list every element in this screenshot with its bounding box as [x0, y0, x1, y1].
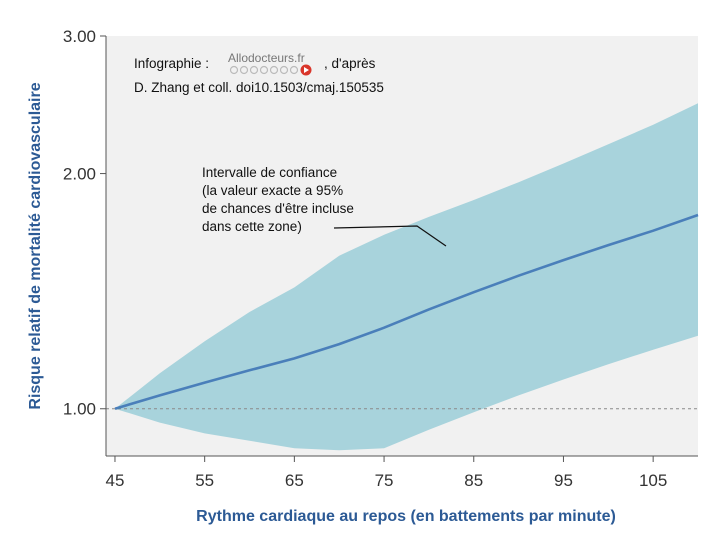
annotation-line-3: de chances d'être incluse — [202, 201, 354, 216]
annotation-line-2: (la valeur exacte a 95% — [202, 183, 343, 198]
x-tick-label: 105 — [639, 471, 667, 490]
credit-prefix: Infographie : — [134, 56, 209, 71]
x-axis-title: Rythme cardiaque au repos (en battements… — [196, 508, 616, 525]
series-line — [114, 213, 699, 410]
logo-dot — [249, 65, 259, 75]
allodocteurs-logo: Allodocteurs.fr — [228, 51, 312, 76]
logo-text: Allodocteurs.fr — [228, 51, 305, 65]
logo-dot — [279, 65, 289, 75]
logo-dot — [239, 65, 249, 75]
x-tick-label: 85 — [464, 471, 483, 490]
x-tick-label: 95 — [554, 471, 573, 490]
logo-dot — [269, 65, 279, 75]
annotation-line-4: dans cette zone) — [202, 219, 302, 234]
annotation-line-1: Intervalle de confiance — [202, 165, 337, 180]
credit-suffix: , d'après — [324, 56, 376, 71]
logo-dot — [259, 65, 269, 75]
series-line-layer — [114, 213, 699, 410]
y-axis-title: Risque relatif de mortalité cardiovascul… — [27, 82, 44, 409]
x-tick-label: 55 — [195, 471, 214, 490]
annotation-pointer — [333, 225, 447, 247]
annotation: Intervalle de confiance (la valeur exact… — [202, 165, 447, 247]
logo-play-triangle — [304, 67, 309, 73]
x-ticks: 45 55 65 75 85 95 105 — [106, 456, 667, 490]
credit: Infographie : Allodocteurs.fr , d'après … — [134, 51, 384, 95]
y-ticks: 1.00 2.00 3.00 — [63, 27, 106, 419]
y-tick-label: 2.00 — [63, 165, 96, 184]
credit-line2: D. Zhang et coll. doi10.1503/cmaj.150535 — [134, 80, 384, 95]
confidence-band — [115, 103, 698, 451]
logo-dot — [289, 65, 299, 75]
y-tick-label: 1.00 — [63, 400, 96, 419]
y-tick-label: 3.00 — [63, 27, 96, 46]
x-tick-label: 65 — [285, 471, 304, 490]
confidence-band-layer — [115, 103, 698, 451]
logo-dot — [229, 65, 239, 75]
x-tick-label: 45 — [106, 471, 125, 490]
x-tick-label: 75 — [375, 471, 394, 490]
